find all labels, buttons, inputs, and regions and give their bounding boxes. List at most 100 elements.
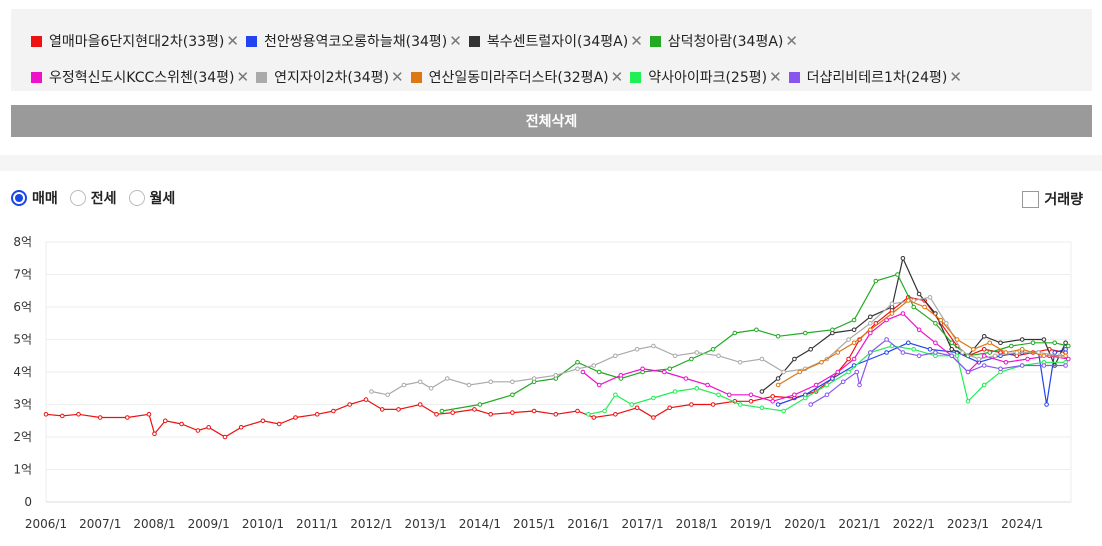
data-point	[596, 382, 602, 388]
radio-jeonse[interactable]: 전세	[69, 188, 117, 208]
data-point	[884, 350, 889, 355]
data-point	[553, 373, 559, 378]
data-point	[1044, 402, 1049, 407]
data-point	[727, 392, 732, 398]
data-point	[716, 353, 721, 359]
data-point	[987, 350, 993, 355]
data-point	[710, 402, 716, 407]
data-point	[417, 379, 423, 385]
data-point	[667, 405, 673, 411]
clear-all-button[interactable]: 전체삭제	[11, 105, 1092, 137]
y-tick-label: 5억	[13, 333, 32, 347]
data-point	[347, 402, 353, 407]
data-point	[770, 394, 776, 399]
remove-series-icon[interactable]: ✕	[769, 67, 782, 86]
data-point	[1052, 350, 1057, 355]
data-point	[667, 366, 673, 372]
data-point	[998, 340, 1003, 346]
data-point	[851, 327, 857, 333]
data-point	[602, 408, 607, 414]
series-line-6	[371, 296, 1061, 396]
radio-circle-icon[interactable]	[11, 190, 27, 206]
data-point	[97, 415, 103, 420]
data-point	[466, 382, 472, 388]
legend-label: 연산일동미라주더스타(32평A)	[428, 70, 609, 86]
legend-swatch	[410, 71, 422, 83]
data-point	[775, 334, 781, 339]
remove-series-icon[interactable]: ✕	[949, 67, 962, 86]
x-tick-label: 2017/1	[621, 517, 663, 531]
data-point	[369, 389, 374, 394]
x-tick-label: 2012/1	[350, 517, 392, 531]
data-point	[830, 327, 835, 333]
legend-item: 우정혁신도시KCC스위첸(34평) ✕	[31, 67, 249, 87]
data-point	[824, 382, 830, 388]
data-point	[900, 350, 906, 355]
data-point	[580, 369, 586, 375]
data-point	[694, 386, 700, 391]
legend-item: 약사아이파크(25평) ✕	[630, 67, 782, 87]
radio-label: 월세	[149, 191, 176, 207]
data-point	[553, 412, 559, 417]
data-point	[613, 353, 618, 359]
radio-circle-icon[interactable]	[128, 190, 145, 206]
data-point	[884, 337, 889, 342]
data-point	[895, 272, 900, 277]
data-point	[379, 407, 385, 412]
data-point	[276, 421, 282, 427]
data-point	[889, 301, 895, 307]
data-point	[981, 334, 987, 339]
data-point	[933, 350, 938, 355]
remove-series-icon[interactable]: ✕	[630, 31, 643, 50]
remove-series-icon[interactable]: ✕	[226, 31, 239, 50]
data-point	[987, 340, 993, 346]
legend-label: 삼덕청아람(34평A)	[667, 34, 784, 50]
data-point	[222, 434, 228, 440]
data-point	[868, 327, 873, 333]
data-point	[1063, 353, 1068, 359]
data-point	[1066, 356, 1071, 362]
remove-series-icon[interactable]: ✕	[236, 67, 250, 86]
legend-label: 약사아이파크(25평)	[648, 70, 768, 86]
data-point	[450, 410, 456, 415]
data-point	[434, 412, 439, 417]
y-tick-label: 3억	[13, 398, 32, 412]
data-point	[927, 347, 933, 352]
data-point	[613, 412, 618, 417]
radio-circle-icon[interactable]	[69, 190, 86, 206]
legend-label: 연지자이2차(34평)	[274, 70, 390, 86]
radio-monthly-rent[interactable]: 월세	[128, 188, 176, 208]
legend-label: 우정혁신도시KCC스위첸(34평)	[49, 70, 235, 86]
remove-series-icon[interactable]: ✕	[610, 67, 624, 86]
checkbox-icon[interactable]	[1022, 190, 1040, 208]
data-point	[531, 376, 537, 381]
y-tick-label: 7억	[13, 268, 32, 282]
y-tick-label: 8억	[13, 235, 32, 249]
data-point	[238, 425, 244, 430]
radio-sale[interactable]: 매매	[11, 188, 58, 208]
data-point	[1041, 353, 1047, 359]
remove-series-icon[interactable]: ✕	[785, 31, 798, 50]
data-point	[981, 353, 987, 359]
data-point	[710, 347, 716, 352]
data-point	[949, 347, 955, 352]
data-point	[705, 382, 710, 388]
data-point	[260, 418, 266, 424]
data-point	[488, 379, 494, 385]
data-point	[613, 392, 618, 398]
data-point	[781, 369, 786, 375]
data-point	[857, 382, 862, 388]
legend-label: 복수센트럴자이(34평A)	[486, 34, 629, 50]
data-point	[971, 347, 976, 352]
volume-toggle[interactable]: 거래량	[1022, 189, 1083, 209]
data-point	[846, 356, 851, 362]
remove-series-icon[interactable]: ✕	[449, 31, 462, 50]
remove-series-icon[interactable]: ✕	[391, 67, 404, 86]
legend-swatch	[245, 35, 257, 47]
data-point	[911, 347, 917, 352]
data-point	[1041, 363, 1047, 368]
data-point	[775, 382, 781, 388]
data-point	[689, 356, 694, 362]
data-point	[1052, 340, 1057, 346]
trade-type-radio-group: 매매 전세 월세	[11, 188, 187, 208]
